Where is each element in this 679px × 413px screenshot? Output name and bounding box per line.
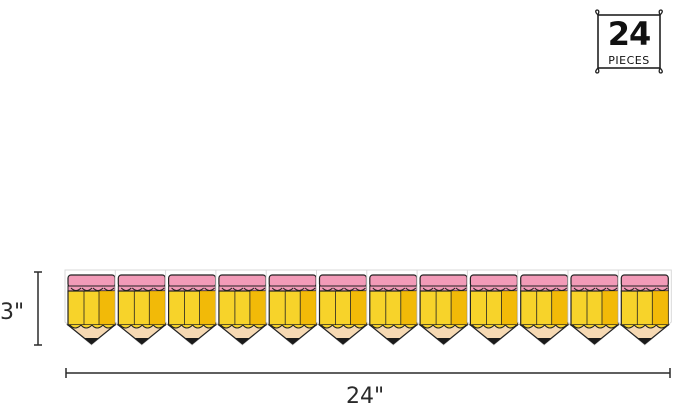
pencil-piece [265, 269, 320, 346]
badge-count: 24 [607, 15, 652, 53]
pencil-lead [185, 338, 200, 344]
pencil-piece [215, 269, 270, 346]
eraser [268, 274, 317, 288]
eraser [520, 274, 569, 288]
pencil-piece [366, 269, 421, 346]
eraser [218, 274, 267, 288]
eraser [318, 274, 368, 288]
pencil-lead [84, 338, 99, 344]
pencil-lead [235, 338, 250, 344]
piece-count-badge: 24 PIECES [592, 8, 666, 74]
eraser [469, 274, 518, 288]
pencil-lead [134, 338, 149, 344]
pencil-lead [285, 338, 300, 344]
eraser [67, 274, 116, 288]
eraser [117, 274, 166, 288]
height-dimension-label: 3" [0, 300, 25, 325]
dimension-lines [34, 271, 671, 378]
pencil-pieces [64, 269, 672, 346]
pencil-piece [567, 269, 622, 346]
pencil-lead [386, 338, 401, 344]
pencil-lead [436, 338, 451, 344]
eraser [419, 274, 468, 288]
width-dimension-label: 24" [346, 384, 385, 409]
pencil-piece [517, 269, 572, 346]
eraser [620, 274, 669, 288]
pencil-piece [165, 269, 220, 346]
pencil-lead [587, 338, 602, 344]
badge-label: PIECES [608, 54, 650, 67]
pencil-piece [416, 269, 471, 346]
pencil-piece [466, 269, 521, 346]
pencil-lead [637, 338, 652, 344]
pencil-piece [617, 269, 672, 346]
pencil-lead [336, 338, 350, 344]
eraser [570, 274, 619, 288]
eraser [369, 274, 418, 288]
badge-frame-icon [595, 9, 663, 74]
pencil-lead [537, 338, 552, 344]
pencil-piece [316, 269, 370, 346]
pencil-piece [114, 269, 169, 346]
pencil-piece [64, 269, 119, 346]
eraser [168, 274, 217, 288]
pencil-lead [486, 338, 501, 344]
